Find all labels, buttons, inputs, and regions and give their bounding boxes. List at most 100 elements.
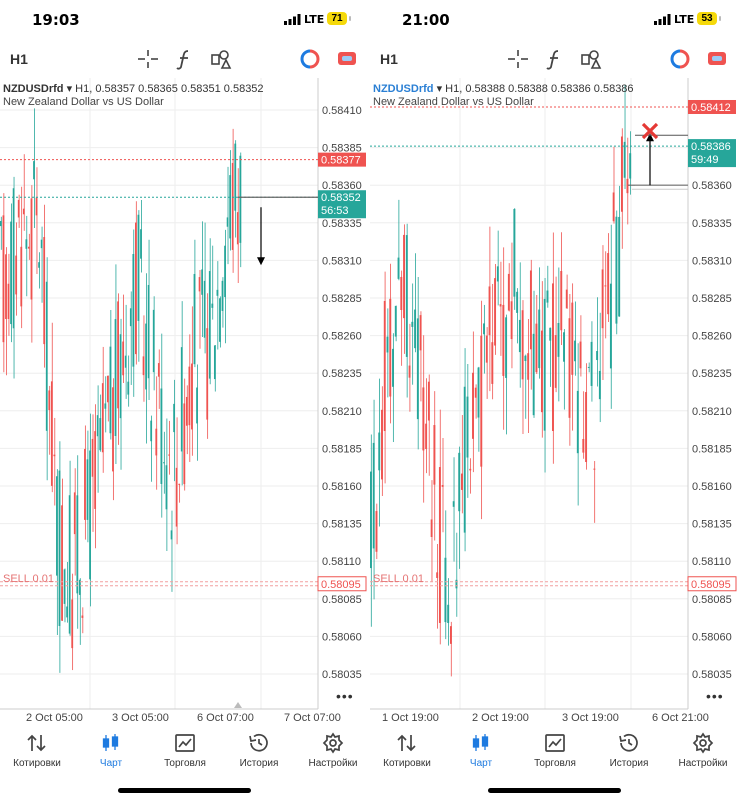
candle-body <box>239 155 242 243</box>
candle-body <box>2 215 5 343</box>
candle-body <box>609 283 612 369</box>
indicators-icon[interactable] <box>173 48 197 70</box>
objects-icon[interactable] <box>209 48 233 70</box>
candle-body <box>626 178 629 194</box>
timeframe-button[interactable]: H1 <box>380 51 398 67</box>
time-tick-label: 6 Oct 21:00 <box>652 712 709 724</box>
candle-body <box>414 309 417 349</box>
tab-label: Чарт <box>469 758 493 769</box>
price-tick-label: 0.58135 <box>322 519 362 531</box>
candle-body <box>132 253 135 367</box>
candle-body <box>538 309 541 369</box>
symbol-label[interactable]: NZDUSDrfd <box>373 83 434 95</box>
bid-price-label: 0.58352 <box>321 192 361 204</box>
candle-body <box>554 335 557 388</box>
tab-quotes[interactable]: Котировки <box>370 732 444 769</box>
scroll-marker-icon <box>234 702 242 708</box>
price-tick-label: 0.58210 <box>322 406 362 418</box>
candle-body <box>81 615 84 618</box>
candle-body <box>485 335 488 363</box>
battery-tip <box>349 16 351 21</box>
tab-label: Чарт <box>99 758 123 769</box>
candle-body <box>494 278 497 346</box>
candle-body <box>28 246 30 249</box>
symbol-label[interactable]: NZDUSDrfd <box>3 83 64 95</box>
candle-body <box>114 319 117 437</box>
candle-body <box>585 392 588 463</box>
candle-body <box>22 208 25 215</box>
bid-price-tag <box>688 139 736 168</box>
more-icon[interactable]: ••• <box>706 688 724 704</box>
tab-settings[interactable]: Настройки <box>296 732 369 769</box>
time-tick-label: 3 Oct 19:00 <box>562 712 619 724</box>
time-tick-label: 6 Oct 07:00 <box>197 712 254 724</box>
price-chart[interactable]: 0.583850.583600.583350.583100.582850.582… <box>370 78 739 728</box>
timeframe-button[interactable]: H1 <box>10 51 28 67</box>
sell-position-label: SELL 0.01 <box>3 573 54 585</box>
candle-body <box>106 375 109 403</box>
ohlc-readout: H1, 0.58388 0.58388 0.58386 0.58386 <box>445 83 634 95</box>
candlestick-plot[interactable]: 0.58410 0.58385 0.58360 0.58335 0.58310 0.582… <box>0 78 369 728</box>
more-icon[interactable]: ••• <box>336 688 354 704</box>
candle-body <box>226 217 229 227</box>
tab-chart[interactable]: Чарт <box>444 732 518 769</box>
tab-trade[interactable]: Торговля <box>148 732 222 769</box>
candle-body <box>579 341 582 369</box>
price-tick-label: 0.58335 <box>692 218 732 230</box>
symbol-dropdown-icon[interactable]: ▾ <box>436 83 443 95</box>
candle-body <box>17 199 20 218</box>
crosshair-icon[interactable] <box>506 48 530 70</box>
candlestick-plot[interactable]: 0.583850.583600.583350.583100.582850.582… <box>370 78 739 728</box>
candle-body <box>543 298 546 431</box>
trading-icon[interactable] <box>298 48 322 70</box>
crosshair-icon[interactable] <box>136 48 160 70</box>
price-tick-label: 0.58160 <box>692 481 732 493</box>
candle-body <box>400 276 403 311</box>
price-chart[interactable]: 0.58410 0.58385 0.58360 0.58335 0.58310 0.582… <box>0 78 369 728</box>
price-tick-label: 0.58135 <box>692 519 732 531</box>
candle-body <box>61 505 63 621</box>
candle-body <box>425 423 428 450</box>
objects-icon[interactable] <box>579 48 603 70</box>
home-indicator <box>488 788 621 793</box>
candle-body <box>507 273 510 311</box>
candle-body <box>224 245 226 298</box>
chat-icon[interactable] <box>335 48 359 70</box>
chat-icon[interactable] <box>705 48 729 70</box>
symbol-dropdown-icon[interactable]: ▾ <box>66 83 73 95</box>
indicators-icon[interactable] <box>543 48 567 70</box>
time-tick-label: 1 Oct 19:00 <box>382 712 439 724</box>
candle-body <box>99 418 102 451</box>
candle-body <box>76 495 79 594</box>
tab-history[interactable]: История <box>222 732 296 769</box>
candle-body <box>86 459 89 520</box>
tab-quotes[interactable]: Котировки <box>0 732 74 769</box>
candle-body <box>10 221 12 325</box>
candle-body <box>499 304 502 307</box>
trading-icon[interactable] <box>668 48 692 70</box>
tab-chart[interactable]: Чарт <box>74 732 148 769</box>
price-tick-label: 0.58385 <box>322 143 362 155</box>
candle-body <box>455 579 458 589</box>
red-level-tag <box>318 152 366 167</box>
candle-body <box>33 161 35 180</box>
candle-body <box>150 420 153 442</box>
candle-body <box>598 370 601 400</box>
candle-body <box>557 322 560 357</box>
candle-body <box>101 383 104 453</box>
candle-body <box>185 396 188 426</box>
chart-toolbar: H1 <box>0 40 369 78</box>
price-tick-label: 0.58360 <box>322 180 362 192</box>
tab-trade[interactable]: Торговля <box>518 732 592 769</box>
tab-settings[interactable]: Настройки <box>666 732 739 769</box>
candle-body <box>491 342 494 384</box>
candle-body <box>145 323 147 390</box>
quotes-icon <box>27 734 46 752</box>
candle-body <box>392 348 394 387</box>
candle-body <box>629 153 632 179</box>
trade-icon <box>545 734 565 752</box>
candle-body <box>427 381 430 421</box>
candle-body <box>405 235 408 357</box>
candle-body <box>587 366 590 368</box>
tab-history[interactable]: История <box>592 732 666 769</box>
